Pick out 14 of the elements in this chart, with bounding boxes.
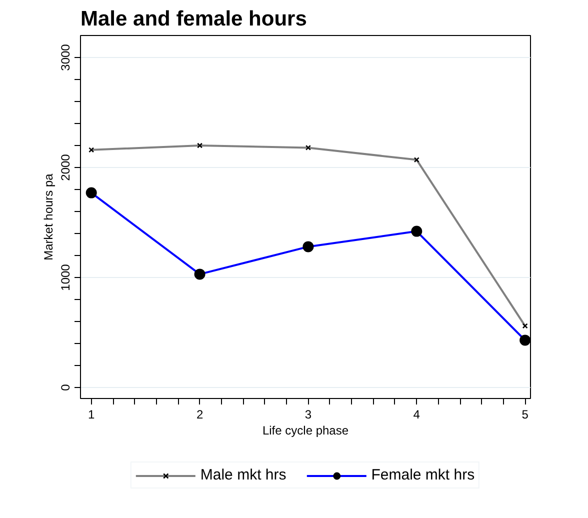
x-tick-label: 4: [413, 408, 420, 422]
y-tick-label: 0: [58, 384, 72, 391]
x-tick-label: 2: [196, 408, 204, 422]
x-axis-title: Life cycle phase: [262, 424, 349, 438]
x-tick-label: 5: [522, 408, 529, 422]
x-tick-label: 1: [88, 408, 96, 422]
legend-label: Female mkt hrs: [371, 466, 475, 484]
y-tick-label: 1000: [58, 264, 72, 291]
legend-label: Male mkt hrs: [200, 466, 286, 484]
x-tick-label: 3: [304, 408, 312, 422]
y-tick-label: 3000: [58, 44, 72, 71]
chart-title: Male and female hours: [80, 8, 307, 30]
y-tick-label: 2000: [58, 154, 72, 181]
y-axis-title: Market hours pa: [42, 173, 56, 260]
